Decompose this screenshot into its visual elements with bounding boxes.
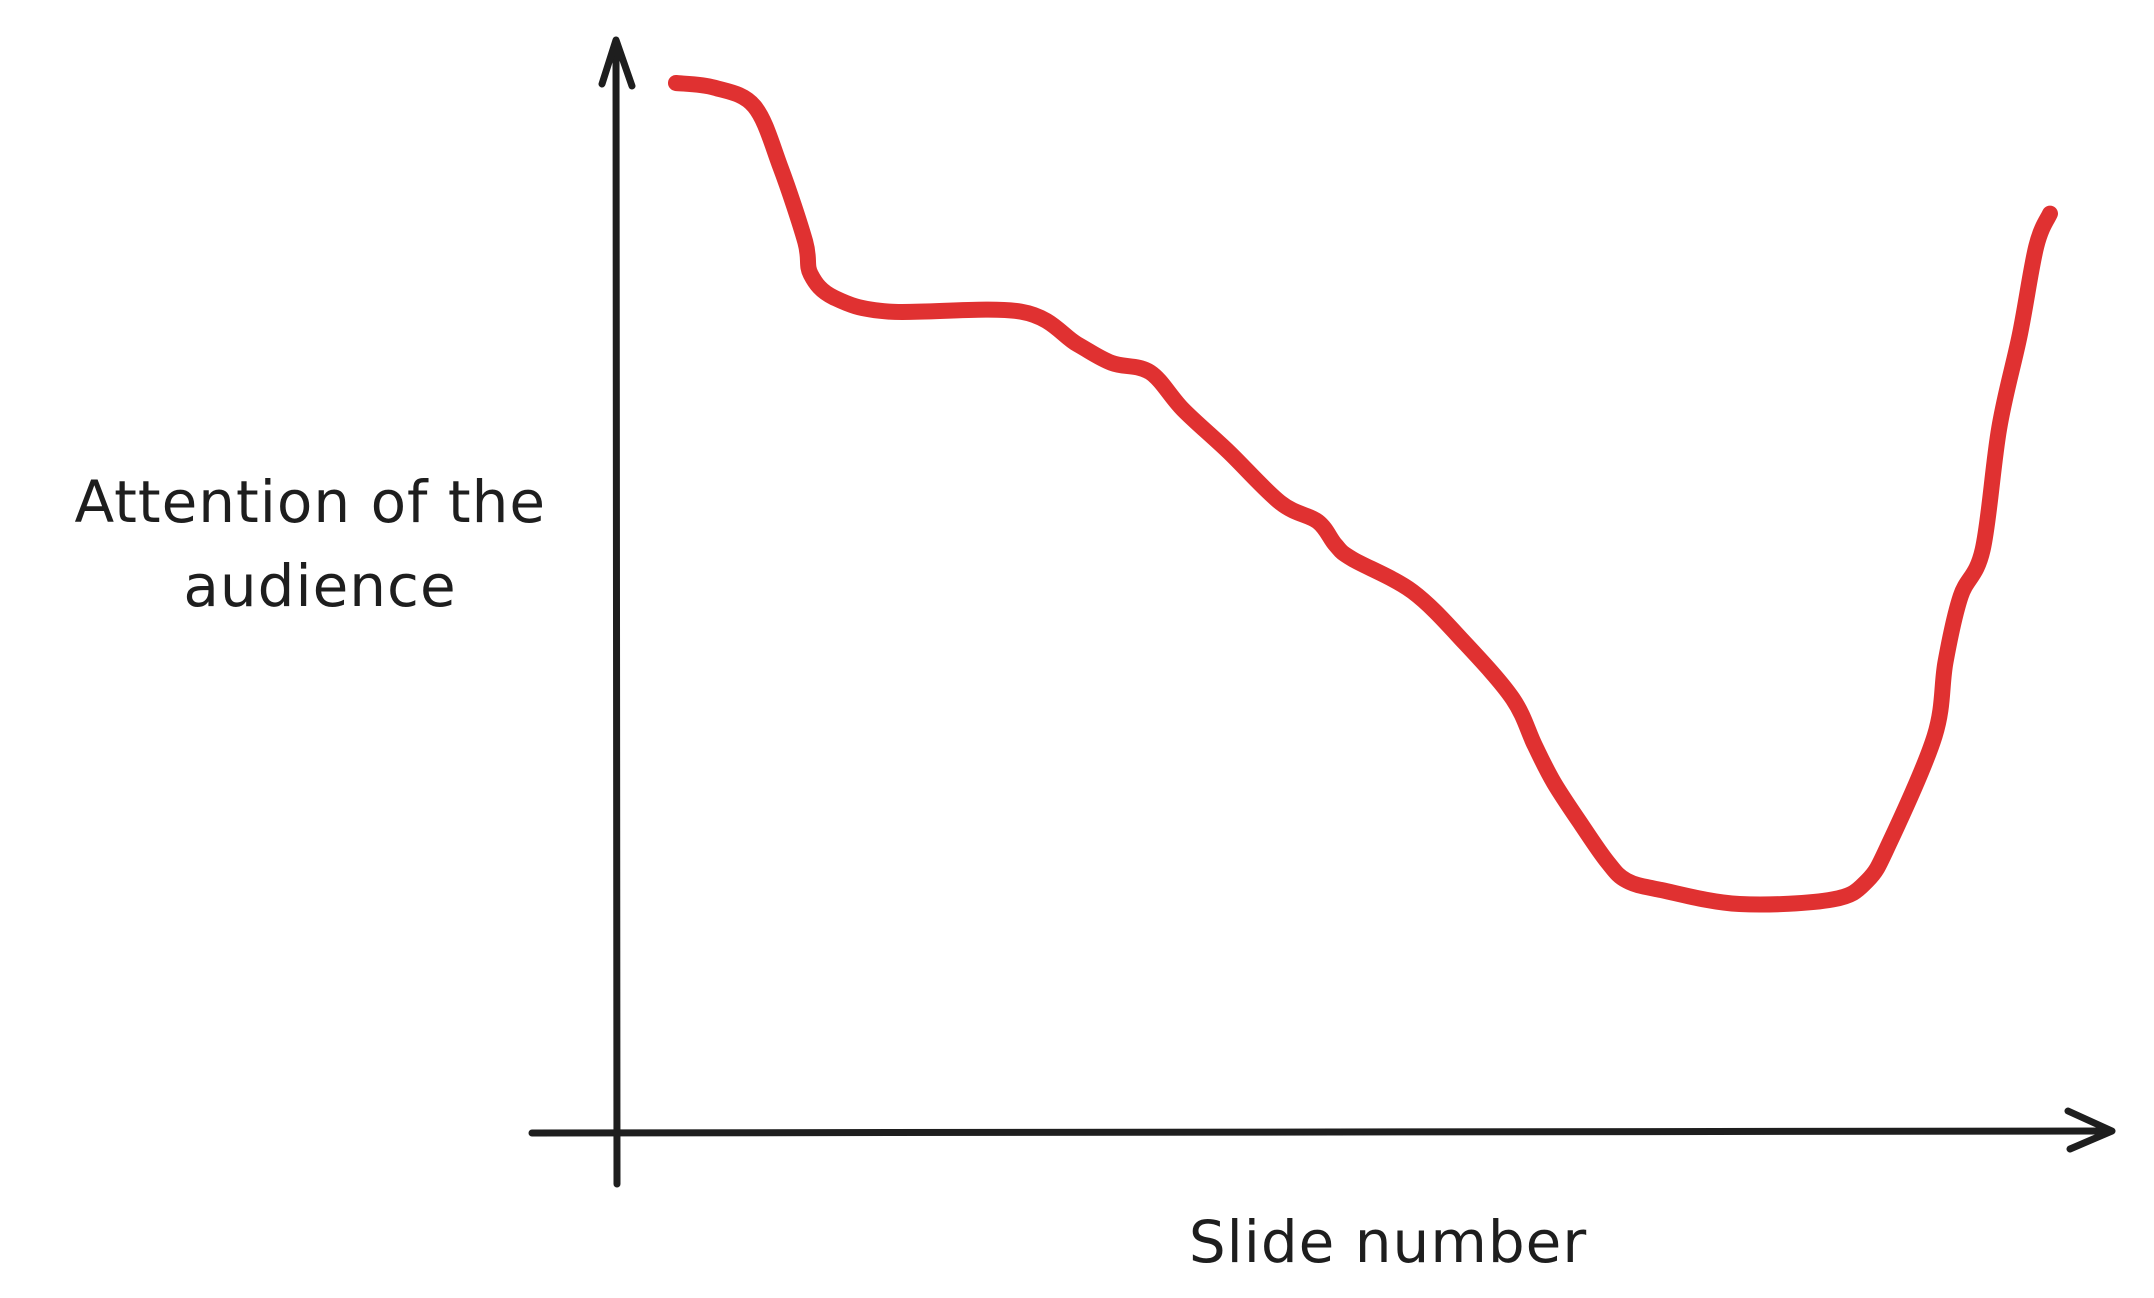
data-point-0-35 (1991, 420, 2007, 436)
data-point-0-20 (1505, 691, 1521, 707)
data-point-0-18 (1405, 584, 1421, 600)
data-point-0-26 (1653, 882, 1669, 898)
data-point-0-4 (797, 234, 813, 250)
data-point-0-6 (826, 290, 842, 306)
data-point-0-38 (2042, 206, 2058, 222)
data-point-0-34 (1975, 542, 1991, 558)
data-point-0-1 (707, 80, 723, 96)
data-point-0-14 (1273, 495, 1289, 511)
data-point-0-22 (1546, 775, 1562, 791)
data-point-0-9 (1069, 336, 1085, 352)
data-point-0-36 (2012, 327, 2028, 343)
data-point-0-13 (1220, 444, 1236, 460)
data-point-0-30 (1881, 835, 1897, 851)
data-point-0-27 (1732, 896, 1748, 912)
data-point-0-7 (881, 304, 897, 320)
data-point-0-8 (1013, 304, 1029, 320)
y-axis-line (612, 41, 621, 1188)
data-point-0-10 (1104, 355, 1120, 371)
data-point-0-16 (1328, 537, 1344, 553)
series-line-0 (668, 75, 2058, 913)
chart-labels: Attention of the audience Slide number (74, 468, 1587, 1276)
series-layer (668, 75, 2058, 913)
data-point-0-12 (1175, 402, 1191, 418)
data-point-0-23 (1574, 817, 1590, 833)
data-point-0-17 (1344, 551, 1360, 567)
data-point-0-32 (1938, 654, 1954, 670)
data-point-0-31 (1927, 728, 1943, 744)
x-axis-label: Slide number (1189, 1208, 1587, 1276)
y-axis-arrowhead (598, 36, 636, 90)
y-axis-label: Attention of the audience (74, 468, 565, 620)
data-point-0-25 (1619, 873, 1635, 889)
data-point-0-15 (1310, 514, 1326, 530)
y-axis-label-line-1: Attention of the (74, 468, 546, 536)
data-point-0-24 (1600, 854, 1616, 870)
data-point-0-0 (668, 75, 684, 91)
x-axis-arrowhead (2064, 1107, 2116, 1153)
data-point-0-2 (746, 98, 762, 114)
data-point-0-29 (1859, 873, 1875, 889)
data-point-0-21 (1527, 737, 1543, 753)
data-point-0-5 (803, 266, 819, 282)
data-point-0-11 (1142, 364, 1158, 380)
chart-axes (528, 36, 2116, 1188)
data-point-0-19 (1457, 635, 1473, 651)
data-point-0-3 (772, 159, 788, 175)
data-point-0-28 (1825, 891, 1841, 907)
data-point-0-33 (1953, 588, 1969, 604)
x-axis-line (528, 1127, 2114, 1137)
y-axis-label-line-2: audience (183, 552, 456, 620)
data-point-0-37 (2028, 238, 2044, 254)
